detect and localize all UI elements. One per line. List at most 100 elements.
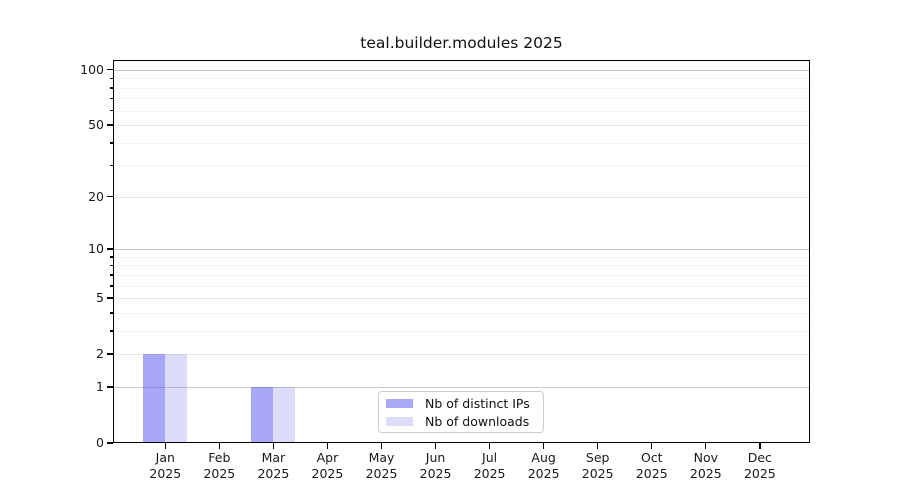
x-tick-month: Feb bbox=[208, 450, 231, 465]
y-minortick-60 bbox=[109, 110, 113, 112]
y-tick-20 bbox=[107, 196, 113, 198]
x-tick-month: Oct bbox=[640, 450, 663, 465]
gridline-50 bbox=[113, 125, 810, 127]
x-tick-month: Sep bbox=[585, 450, 610, 465]
x-tick-label-aug: Aug 2025 bbox=[514, 450, 574, 481]
x-tick-label-nov: Nov 2025 bbox=[676, 450, 736, 481]
x-tick-label-jun: Jun 2025 bbox=[406, 450, 466, 481]
y-tick-1 bbox=[107, 386, 113, 388]
legend: Nb of distinct IPs Nb of downloads bbox=[378, 391, 544, 433]
x-tick-aug bbox=[542, 443, 545, 449]
x-tick-feb bbox=[218, 443, 221, 449]
gridline-minor-8 bbox=[113, 265, 810, 267]
x-tick-year: 2025 bbox=[689, 465, 722, 481]
legend-label-distinct-ips: Nb of distinct IPs bbox=[425, 395, 530, 411]
chart-title: teal.builder.modules 2025 bbox=[360, 34, 563, 52]
x-tick-label-mar: Mar 2025 bbox=[243, 450, 303, 481]
y-minortick-6 bbox=[109, 285, 113, 287]
y-minortick-8 bbox=[109, 264, 113, 267]
gridline-10 bbox=[113, 249, 810, 251]
y-tick-label-10: 10 bbox=[88, 241, 104, 257]
x-tick-label-sep: Sep 2025 bbox=[568, 450, 628, 481]
x-tick-month: Mar bbox=[261, 450, 286, 465]
x-tick-month: Dec bbox=[747, 450, 772, 465]
x-tick-month: Aug bbox=[531, 450, 556, 465]
x-tick-month: Nov bbox=[693, 450, 718, 465]
gridline-minor-7 bbox=[113, 274, 810, 276]
y-tick-label-1: 1 bbox=[96, 378, 104, 394]
x-tick-year: 2025 bbox=[257, 465, 290, 481]
y-tick-2 bbox=[107, 353, 113, 355]
x-tick-year: 2025 bbox=[527, 465, 560, 481]
y-minortick-4 bbox=[109, 312, 113, 314]
bar-downloads-mar bbox=[273, 386, 296, 443]
gridline-minor-9 bbox=[113, 256, 810, 258]
gridline-minor-70 bbox=[113, 98, 810, 100]
y-tick-label-20: 20 bbox=[88, 188, 104, 204]
x-tick-year: 2025 bbox=[203, 465, 236, 481]
x-tick-label-apr: Apr 2025 bbox=[297, 450, 357, 481]
y-minortick-30 bbox=[109, 164, 113, 167]
y-tick-100 bbox=[107, 69, 113, 71]
x-tick-month: Apr bbox=[316, 450, 339, 465]
legend-item-distinct-ips: Nb of distinct IPs bbox=[386, 396, 536, 411]
gridline-minor-4 bbox=[113, 312, 810, 314]
x-tick-year: 2025 bbox=[149, 465, 182, 481]
y-tick-10 bbox=[107, 248, 113, 250]
y-minortick-80 bbox=[109, 87, 113, 89]
x-tick-month: May bbox=[368, 450, 395, 465]
x-tick-label-dec: Dec 2025 bbox=[730, 450, 790, 481]
y-tick-label-100: 100 bbox=[80, 61, 104, 77]
gridline-minor-30 bbox=[113, 165, 810, 167]
legend-swatch-distinct-ips bbox=[386, 398, 413, 408]
legend-swatch-downloads bbox=[386, 416, 413, 426]
x-tick-sep bbox=[597, 443, 599, 449]
gridline-100 bbox=[113, 69, 810, 71]
y-minortick-9 bbox=[109, 256, 113, 258]
bar-distinct-ips-jan bbox=[143, 354, 166, 443]
gridline-5 bbox=[113, 298, 810, 300]
gridline-minor-80 bbox=[113, 87, 810, 89]
x-tick-year: 2025 bbox=[311, 465, 344, 481]
x-tick-mar bbox=[272, 443, 275, 449]
plot-area bbox=[113, 60, 810, 443]
y-minortick-40 bbox=[109, 142, 113, 144]
y-tick-label-2: 2 bbox=[96, 346, 104, 362]
legend-item-downloads: Nb of downloads bbox=[386, 414, 536, 429]
x-tick-jan bbox=[164, 443, 166, 449]
y-minortick-3 bbox=[109, 330, 113, 332]
y-tick-5 bbox=[107, 297, 113, 299]
x-tick-year: 2025 bbox=[581, 465, 614, 481]
y-minortick-90 bbox=[109, 77, 113, 80]
x-tick-dec bbox=[759, 443, 761, 449]
gridline-2 bbox=[113, 354, 810, 356]
y-tick-label-0: 0 bbox=[96, 435, 104, 450]
x-tick-apr bbox=[326, 443, 329, 449]
legend-label-downloads: Nb of downloads bbox=[425, 413, 530, 429]
x-tick-year: 2025 bbox=[743, 465, 776, 481]
gridline-20 bbox=[113, 196, 810, 198]
y-tick-50 bbox=[107, 124, 113, 126]
y-minortick-70 bbox=[109, 97, 113, 100]
y-minortick-7 bbox=[109, 274, 113, 276]
x-tick-label-may: May 2025 bbox=[352, 450, 412, 481]
gridline-minor-60 bbox=[113, 110, 810, 112]
x-tick-label-jul: Jul 2025 bbox=[460, 450, 520, 481]
x-tick-month: Jan bbox=[155, 450, 175, 465]
x-tick-year: 2025 bbox=[365, 465, 398, 481]
gridline-minor-3 bbox=[113, 330, 810, 332]
gridline-minor-40 bbox=[113, 142, 810, 144]
x-tick-year: 2025 bbox=[473, 465, 506, 481]
gridline-minor-6 bbox=[113, 285, 810, 287]
x-tick-jul bbox=[488, 443, 491, 449]
bar-downloads-jan bbox=[165, 354, 188, 443]
gridline-minor-90 bbox=[113, 78, 810, 80]
x-tick-jun bbox=[434, 443, 437, 449]
x-tick-may bbox=[380, 443, 383, 449]
x-tick-month: Jun bbox=[425, 450, 446, 465]
x-tick-month: Jul bbox=[482, 450, 498, 465]
x-tick-oct bbox=[651, 443, 653, 449]
x-tick-label-feb: Feb 2025 bbox=[189, 450, 249, 481]
gridline-1 bbox=[113, 386, 810, 388]
